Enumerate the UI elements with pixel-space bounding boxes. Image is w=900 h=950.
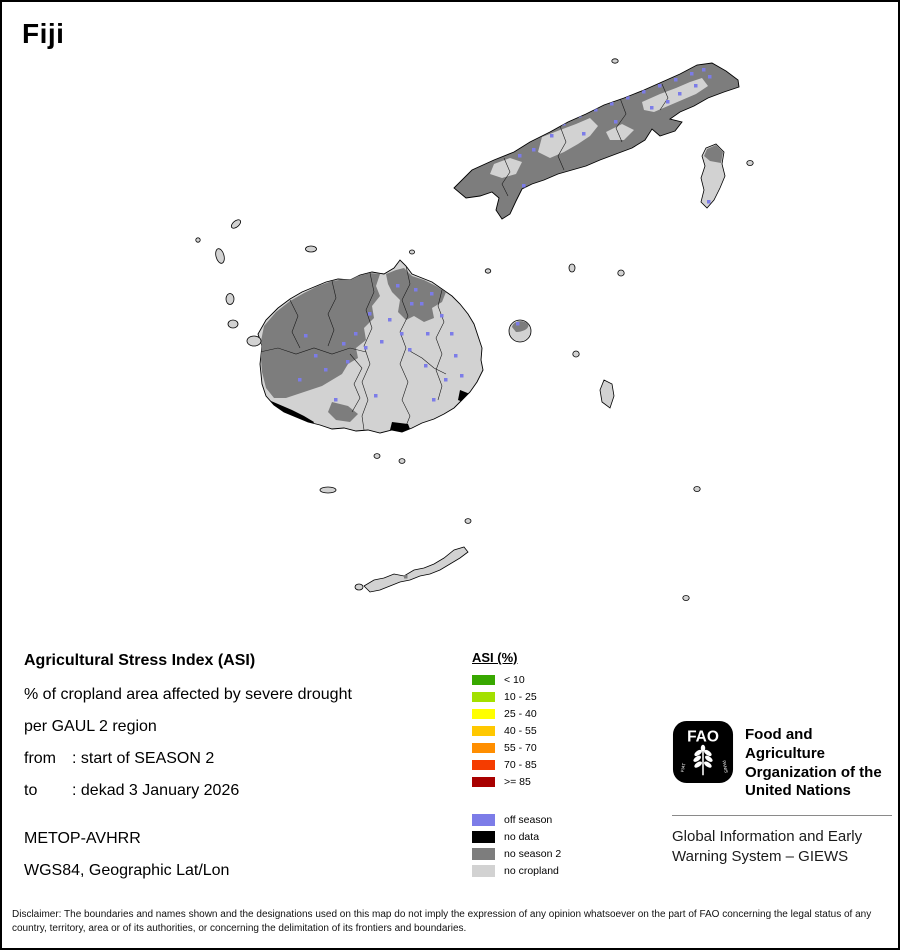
- fao-divider: [672, 815, 892, 816]
- legend-label: >= 85: [504, 776, 531, 788]
- from-value: : start of SEASON 2: [72, 750, 215, 767]
- legend-label: no data: [504, 831, 540, 843]
- fao-logo-text: FAO: [687, 728, 719, 745]
- small-islands: [195, 58, 754, 601]
- legend-title: ASI (%): [472, 650, 518, 665]
- giews-label: Global Information and Early Warning Sys…: [672, 828, 863, 865]
- legend-row: 55 - 70: [472, 742, 561, 754]
- legend-class-list: < 10 10 - 25 25 - 40 40 - 55 55 - 70 70 - 85 >…: [472, 674, 561, 788]
- legend-swatch: [472, 760, 495, 770]
- legend-label: < 10: [504, 674, 525, 686]
- legend-swatch: [472, 831, 495, 843]
- legend-extra-list: off season no data no season 2 no cropland: [472, 814, 561, 877]
- legend-swatch: [472, 814, 495, 826]
- legend-row: 40 - 55: [472, 725, 561, 737]
- legend-row: 10 - 25: [472, 691, 561, 703]
- legend-swatch: [472, 692, 495, 702]
- legend-label: 40 - 55: [504, 725, 537, 737]
- projection-name: WGS84, Geographic Lat/Lon: [24, 862, 230, 879]
- legend-label: no season 2: [504, 848, 562, 860]
- legend-swatch: [472, 675, 495, 685]
- asi-legend: ASI (%) < 10 10 - 25 25 - 40 40 - 55 55 - 70…: [472, 650, 561, 882]
- sensor-block: METOP-AVHRR WGS84, Geographic Lat/Lon: [24, 829, 352, 881]
- legend-swatch: [472, 777, 495, 787]
- info-line-to: to : dekad 3 January 2026: [24, 781, 352, 801]
- legend-swatch: [472, 865, 495, 877]
- legend-row: off season: [472, 814, 561, 826]
- legend-label: 25 - 40: [504, 708, 537, 720]
- island-viti-levu: [257, 259, 484, 434]
- info-line-drought: % of cropland area affected by severe dr…: [24, 686, 352, 703]
- fao-top: FAO FIAT PANIS Food and Agriculture Orga…: [672, 720, 892, 801]
- fao-block: FAO FIAT PANIS Food and Agriculture Orga…: [672, 720, 892, 867]
- asi-heading: Agricultural Stress Index (ASI): [24, 652, 256, 669]
- info-line-from: from : start of SEASON 2: [24, 749, 352, 769]
- no-season2-patches: [260, 268, 446, 422]
- from-label: from: [24, 750, 56, 767]
- info-block: Agricultural Stress Index (ASI) % of cro…: [24, 652, 352, 893]
- fao-org-name: Food and Agriculture Organization of the…: [745, 726, 882, 800]
- legend-row: < 10: [472, 674, 561, 686]
- no-cropland-patches: [490, 78, 708, 178]
- island-taveuni: [700, 143, 726, 209]
- legend-swatch: [472, 709, 495, 719]
- wheat-icon: [693, 744, 713, 776]
- fiji-map: [195, 58, 754, 601]
- to-value: : dekad 3 January 2026: [72, 782, 240, 799]
- off-season-cells: [298, 284, 464, 402]
- legend-label: 70 - 85: [504, 759, 537, 771]
- to-label: to: [24, 782, 38, 799]
- legend-swatch: [472, 848, 495, 860]
- region-boundaries: [259, 265, 447, 431]
- legend-row: 25 - 40: [472, 708, 561, 720]
- region-boundaries: [501, 83, 669, 197]
- island-ovalau: [508, 319, 532, 343]
- legend-row: no cropland: [472, 865, 561, 877]
- legend-row: 70 - 85: [472, 759, 561, 771]
- fao-motto-fiat: FIAT: [680, 762, 687, 772]
- legend-row: >= 85: [472, 776, 561, 788]
- legend-label: 55 - 70: [504, 742, 537, 754]
- island-kadavu: [354, 546, 469, 593]
- disclaimer-text: Disclaimer: The boundaries and names sho…: [12, 909, 872, 934]
- legend-row: no season 2: [472, 848, 561, 860]
- fao-motto-panis: PANIS: [721, 760, 729, 774]
- legend-row: no data: [472, 831, 561, 843]
- legend-swatch: [472, 726, 495, 736]
- legend-label: off season: [504, 814, 553, 826]
- legend-swatch: [472, 743, 495, 753]
- island-vanua-levu: [453, 62, 740, 220]
- fao-logo-icon: FAO FIAT PANIS: [672, 721, 734, 783]
- info-line-gaul: per GAUL 2 region: [24, 718, 157, 735]
- map-title: Fiji: [22, 18, 65, 49]
- legend-label: no cropland: [504, 865, 559, 877]
- legend-label: 10 - 25: [504, 691, 537, 703]
- sensor-name: METOP-AVHRR: [24, 830, 141, 847]
